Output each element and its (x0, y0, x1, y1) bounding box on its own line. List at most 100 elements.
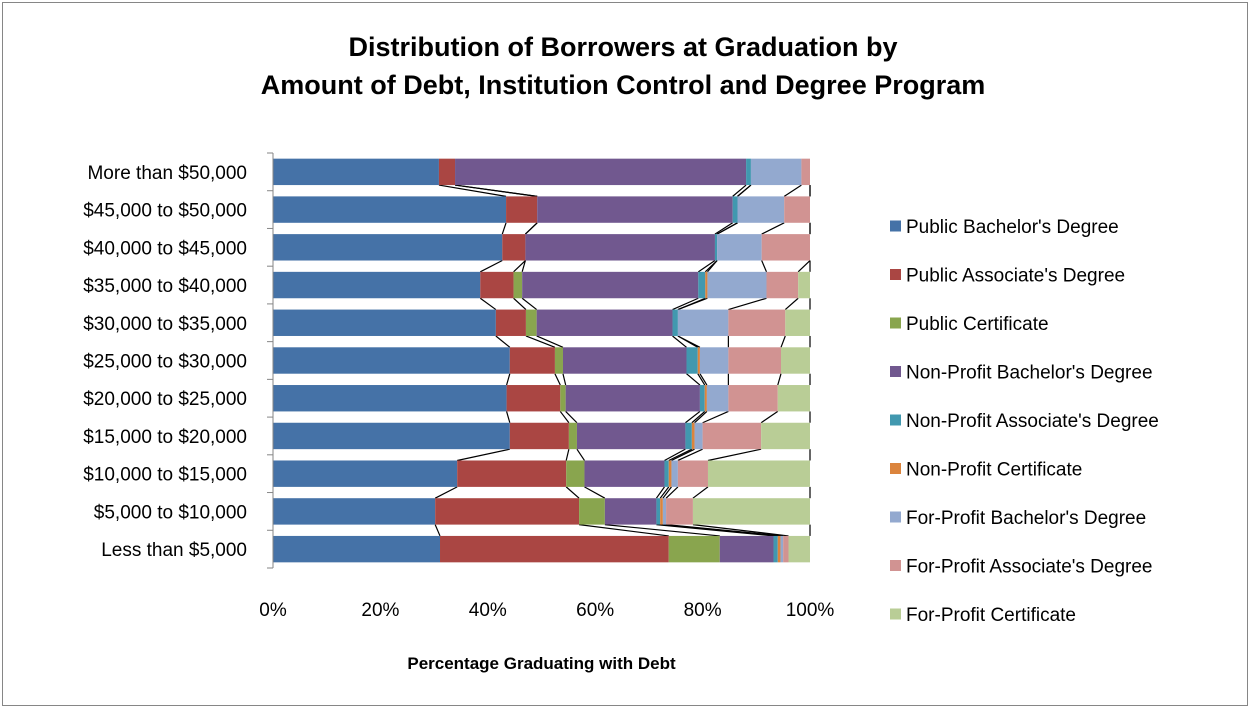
bar-segment (699, 385, 705, 412)
bar-segment (273, 385, 507, 412)
series-line (501, 222, 507, 235)
bar-segment (671, 460, 678, 487)
series-line (664, 448, 686, 462)
bar-segment (705, 271, 708, 299)
y-tick-label: $10,000 to $15,000 (83, 465, 247, 486)
series-line (576, 448, 585, 461)
bar-segment (777, 385, 810, 412)
legend-label: Public Associate's Degree (906, 266, 1125, 287)
bar-segment (699, 347, 729, 374)
bar-segment (714, 234, 718, 261)
series-line (716, 222, 738, 235)
bar-segment (694, 422, 703, 450)
bar-segment (455, 158, 747, 186)
series-line (697, 260, 716, 273)
bar-segment (706, 385, 729, 412)
series-line (559, 411, 570, 424)
bar-segment (579, 498, 605, 525)
y-tick-label: $45,000 to $50,000 (83, 201, 247, 222)
bar-segment (798, 271, 810, 299)
series-line (728, 297, 767, 311)
bar-segment (576, 422, 686, 450)
bar-segment (664, 460, 669, 487)
series-line (780, 335, 786, 348)
series-line (524, 222, 538, 235)
legend-label: Non-Profit Certificate (906, 460, 1082, 481)
series-line (565, 449, 570, 461)
legend-label: For-Profit Certificate (906, 605, 1076, 626)
y-tick-label: $30,000 to $35,000 (83, 314, 247, 335)
legend-item: For-Profit Associate's Degree (890, 557, 1153, 578)
legend-item: Public Certificate (890, 314, 1049, 335)
series-line (662, 486, 672, 499)
series-line (691, 410, 706, 424)
bar-segment (737, 196, 785, 223)
chart-title: Distribution of Borrowers at Graduation … (0, 28, 1246, 104)
x-tick-label: 60% (576, 600, 614, 621)
bar-segment (509, 347, 555, 374)
bar-segment (273, 196, 507, 223)
bar-segment (750, 158, 802, 186)
bar-segment (509, 422, 569, 450)
bar-segment (554, 347, 563, 374)
series-line (761, 222, 785, 235)
series-line (525, 335, 556, 348)
legend-item: Public Associate's Degree (890, 266, 1125, 287)
bar-segment (525, 309, 537, 336)
legend-label: Non-Profit Bachelor's Degree (906, 363, 1153, 384)
bar-segment (440, 535, 669, 563)
series-line (697, 373, 706, 386)
bar-segment (506, 196, 538, 223)
bar-segment (707, 271, 767, 299)
bar-segment (513, 271, 523, 299)
bar-segment (525, 234, 715, 261)
bar-segment (766, 271, 799, 299)
series-line (665, 486, 679, 499)
bar-segment (773, 535, 778, 563)
series-line (777, 373, 782, 386)
y-tick-label: $35,000 to $40,000 (83, 276, 247, 297)
bar-segment (668, 460, 672, 487)
bar-segment (728, 309, 786, 336)
bar-segment (728, 385, 778, 412)
series-line (797, 260, 811, 273)
bar-segment (495, 309, 526, 336)
bar-segment (707, 460, 810, 487)
bar-segment (662, 498, 667, 525)
legend-item: Non-Profit Certificate (890, 460, 1082, 481)
y-tick-label: Less than $5,000 (101, 540, 247, 561)
bar-segment (273, 309, 496, 336)
bar-segment (522, 271, 699, 299)
series-line (783, 184, 802, 197)
legend-item: For-Profit Certificate (890, 605, 1076, 626)
bar-segment (781, 347, 810, 374)
series-line (579, 524, 669, 537)
series-line (457, 448, 510, 462)
bar-segment (666, 498, 693, 525)
legend-item: Public Bachelor's Degree (890, 217, 1119, 238)
bar-segment (686, 347, 698, 374)
series-line (692, 486, 709, 499)
series-line (454, 184, 538, 197)
series-line (672, 335, 687, 348)
series-line (666, 524, 784, 537)
series-line (694, 410, 708, 424)
series-line (521, 260, 526, 273)
bar-segment (801, 158, 810, 186)
legend-swatch (890, 511, 901, 523)
legend: Public Bachelor's Degree Public Associate… (890, 217, 1159, 626)
bar-segment (502, 234, 526, 261)
series-line (513, 260, 526, 273)
series-line (732, 184, 747, 197)
legend-label: For-Profit Bachelor's Degree (906, 508, 1146, 529)
series-line (506, 373, 511, 386)
bar-segment (660, 498, 663, 525)
series-line (706, 260, 718, 273)
bar-segment (273, 460, 458, 487)
bar-segment (604, 498, 657, 525)
series-line (692, 524, 789, 537)
series-line (677, 448, 703, 462)
series-line (495, 335, 511, 348)
series-line (685, 410, 701, 424)
